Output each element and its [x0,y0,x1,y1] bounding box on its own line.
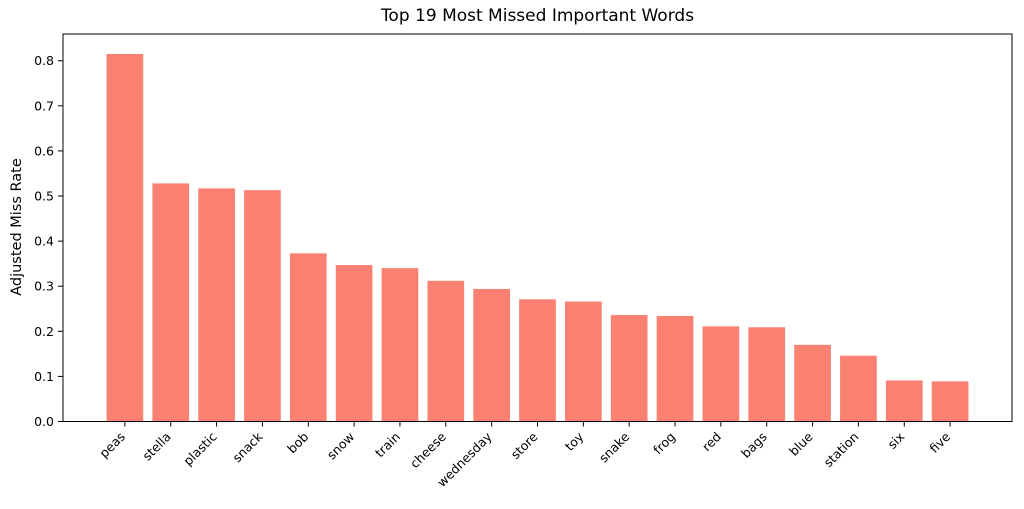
bar-cheese [427,280,465,422]
bar-red [702,326,740,422]
bar-station [840,355,877,422]
x-tick-label-bob: bob [284,429,311,456]
x-tick-label-snow: snow [324,429,357,462]
bar-train [381,268,419,422]
bar-snake [610,315,648,422]
x-tick-label-toy: toy [562,429,587,454]
bar-peas [106,53,144,422]
x-tick-label-six: six [884,429,907,452]
x-tick-label-peas: peas [96,429,128,461]
x-tick-label-train: train [372,429,403,460]
bar-snow [335,265,373,422]
x-tick-label-station: station [821,429,862,470]
y-tick-label: 0.8 [34,53,54,68]
bar-wednesday [473,288,510,422]
bar-snack [244,190,281,422]
bar-six [885,380,923,422]
bar-frog [656,315,694,422]
x-tick-label-bags: bags [738,429,770,461]
y-tick-label: 0.0 [34,414,54,429]
x-tick-label-cheese: cheese [407,429,449,471]
bar-toy [565,301,602,422]
x-tick-label-plastic: plastic [180,429,220,469]
bar-bags [748,327,786,422]
x-tick-label-store: store [508,429,541,462]
y-tick-label: 0.3 [34,279,54,294]
x-tick-label-blue: blue [786,429,816,459]
y-tick-label: 0.4 [34,234,54,249]
y-tick-label: 0.1 [34,369,54,384]
x-tick-label-red: red [699,429,724,454]
y-tick-label: 0.2 [34,324,54,339]
x-tick-label-five: five [926,429,953,456]
chart-title: Top 19 Most Missed Important Words [380,6,695,26]
bar-store [519,299,556,422]
x-tick-label-snack: snack [229,428,266,465]
y-tick-label: 0.5 [34,189,54,204]
bar-stella [152,183,190,422]
x-tick-label-stella: stella [139,429,173,463]
x-tick-label-frog: frog [650,429,678,457]
y-tick-label: 0.6 [34,143,54,158]
bar-five [931,381,969,422]
bar-plastic [198,188,235,422]
y-tick-label: 0.7 [34,98,54,113]
bar-bob [289,253,327,422]
x-tick-label-snake: snake [596,429,633,466]
bar-blue [794,344,831,422]
